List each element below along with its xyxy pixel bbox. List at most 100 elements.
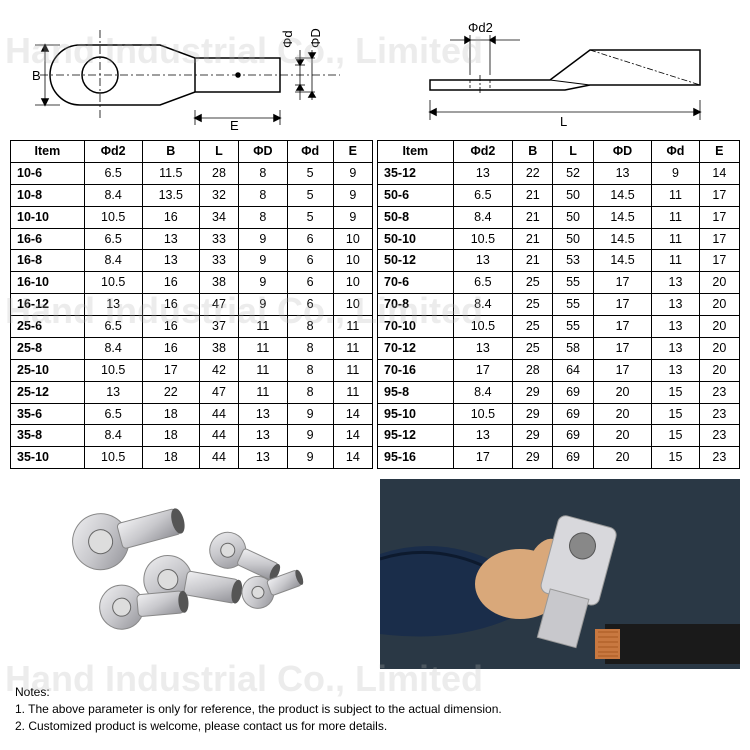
cell-value: 9: [287, 425, 333, 447]
cell-value: 17: [593, 294, 652, 316]
table-row: 25-1213224711811: [11, 381, 373, 403]
cell-value: 29: [513, 381, 553, 403]
cell-value: 13: [239, 403, 288, 425]
cell-value: 14: [333, 403, 372, 425]
cell-value: 11: [239, 337, 288, 359]
cell-value: 10: [333, 294, 372, 316]
cell-value: 16: [142, 272, 199, 294]
cell-value: 20: [593, 403, 652, 425]
table-row: 35-1010.5184413914: [11, 447, 373, 469]
cell-value: 21: [513, 184, 553, 206]
cell-value: 55: [553, 316, 593, 338]
cell-value: 18: [142, 425, 199, 447]
cell-value: 17: [593, 337, 652, 359]
cell-value: 11: [652, 250, 699, 272]
cell-value: 13: [453, 337, 513, 359]
cell-item: 16-10: [11, 272, 85, 294]
cell-value: 29: [513, 403, 553, 425]
label-phid: Φd: [280, 30, 295, 48]
cell-value: 10: [333, 250, 372, 272]
cell-value: 17: [593, 359, 652, 381]
cell-item: 35-12: [378, 162, 454, 184]
cell-item: 70-8: [378, 294, 454, 316]
cell-value: 5: [287, 184, 333, 206]
cell-value: 8: [287, 337, 333, 359]
cell-item: 95-8: [378, 381, 454, 403]
cell-value: 20: [593, 381, 652, 403]
label-B: B: [32, 68, 41, 83]
cell-value: 55: [553, 294, 593, 316]
cell-value: 5: [287, 206, 333, 228]
cell-value: 9: [239, 250, 288, 272]
spec-tables: ItemΦd2BLΦDΦdE 10-66.511.52885910-88.413…: [0, 140, 750, 469]
notes-line1: 1. The above parameter is only for refer…: [15, 701, 735, 718]
cell-value: 9: [239, 294, 288, 316]
cell-value: 38: [199, 272, 238, 294]
cell-value: 11: [239, 316, 288, 338]
cell-value: 17: [699, 228, 739, 250]
label-E: E: [230, 118, 239, 130]
table-row: 35-1213225213914: [378, 162, 740, 184]
cell-item: 25-12: [11, 381, 85, 403]
cell-value: 9: [333, 184, 372, 206]
spec-table-right: ItemΦd2BLΦDΦdE 35-121322521391450-66.521…: [377, 140, 740, 469]
cell-value: 17: [142, 359, 199, 381]
col-header: B: [513, 141, 553, 163]
cell-value: 44: [199, 447, 238, 469]
cell-value: 8: [287, 359, 333, 381]
cell-item: 25-8: [11, 337, 85, 359]
cell-item: 35-8: [11, 425, 85, 447]
cell-value: 8: [239, 162, 288, 184]
product-photos: [0, 469, 750, 679]
col-header: B: [142, 141, 199, 163]
cell-value: 29: [513, 425, 553, 447]
cell-value: 13: [84, 381, 142, 403]
cell-item: 50-8: [378, 206, 454, 228]
cell-value: 6: [287, 228, 333, 250]
cell-value: 17: [453, 447, 513, 469]
cell-value: 8: [239, 184, 288, 206]
cell-value: 50: [553, 228, 593, 250]
cell-value: 10.5: [453, 228, 513, 250]
cell-value: 11: [652, 228, 699, 250]
table-row: 50-66.5215014.51117: [378, 184, 740, 206]
table-row: 16-66.513339610: [11, 228, 373, 250]
cell-value: 17: [593, 316, 652, 338]
cell-value: 47: [199, 294, 238, 316]
cell-value: 13: [652, 294, 699, 316]
cell-value: 13: [453, 425, 513, 447]
cell-value: 8: [287, 316, 333, 338]
cell-value: 13.5: [142, 184, 199, 206]
cell-value: 6.5: [84, 162, 142, 184]
cell-value: 20: [699, 359, 739, 381]
cell-value: 20: [593, 425, 652, 447]
cell-value: 17: [593, 272, 652, 294]
table-row: 35-88.4184413914: [11, 425, 373, 447]
col-header: E: [333, 141, 372, 163]
cell-value: 55: [553, 272, 593, 294]
cell-value: 9: [239, 228, 288, 250]
cell-value: 44: [199, 403, 238, 425]
cell-value: 13: [84, 294, 142, 316]
col-header: Φd2: [453, 141, 513, 163]
cell-value: 10.5: [84, 272, 142, 294]
cell-value: 17: [699, 250, 739, 272]
cell-value: 11: [333, 381, 372, 403]
cell-item: 35-6: [11, 403, 85, 425]
cell-value: 37: [199, 316, 238, 338]
table-row: 25-66.5163711811: [11, 316, 373, 338]
cell-item: 16-6: [11, 228, 85, 250]
label-phiD: ΦD: [308, 28, 323, 48]
cell-value: 8.4: [84, 184, 142, 206]
spec-table-left: ItemΦd2BLΦDΦdE 10-66.511.52885910-88.413…: [10, 140, 373, 469]
cell-value: 9: [652, 162, 699, 184]
cell-value: 14.5: [593, 206, 652, 228]
table-row: 50-88.4215014.51117: [378, 206, 740, 228]
cell-value: 34: [199, 206, 238, 228]
cell-value: 20: [699, 316, 739, 338]
table-row: 95-16172969201523: [378, 447, 740, 469]
cell-value: 10.5: [84, 206, 142, 228]
cell-value: 15: [652, 447, 699, 469]
cell-value: 9: [239, 272, 288, 294]
cell-value: 5: [287, 162, 333, 184]
